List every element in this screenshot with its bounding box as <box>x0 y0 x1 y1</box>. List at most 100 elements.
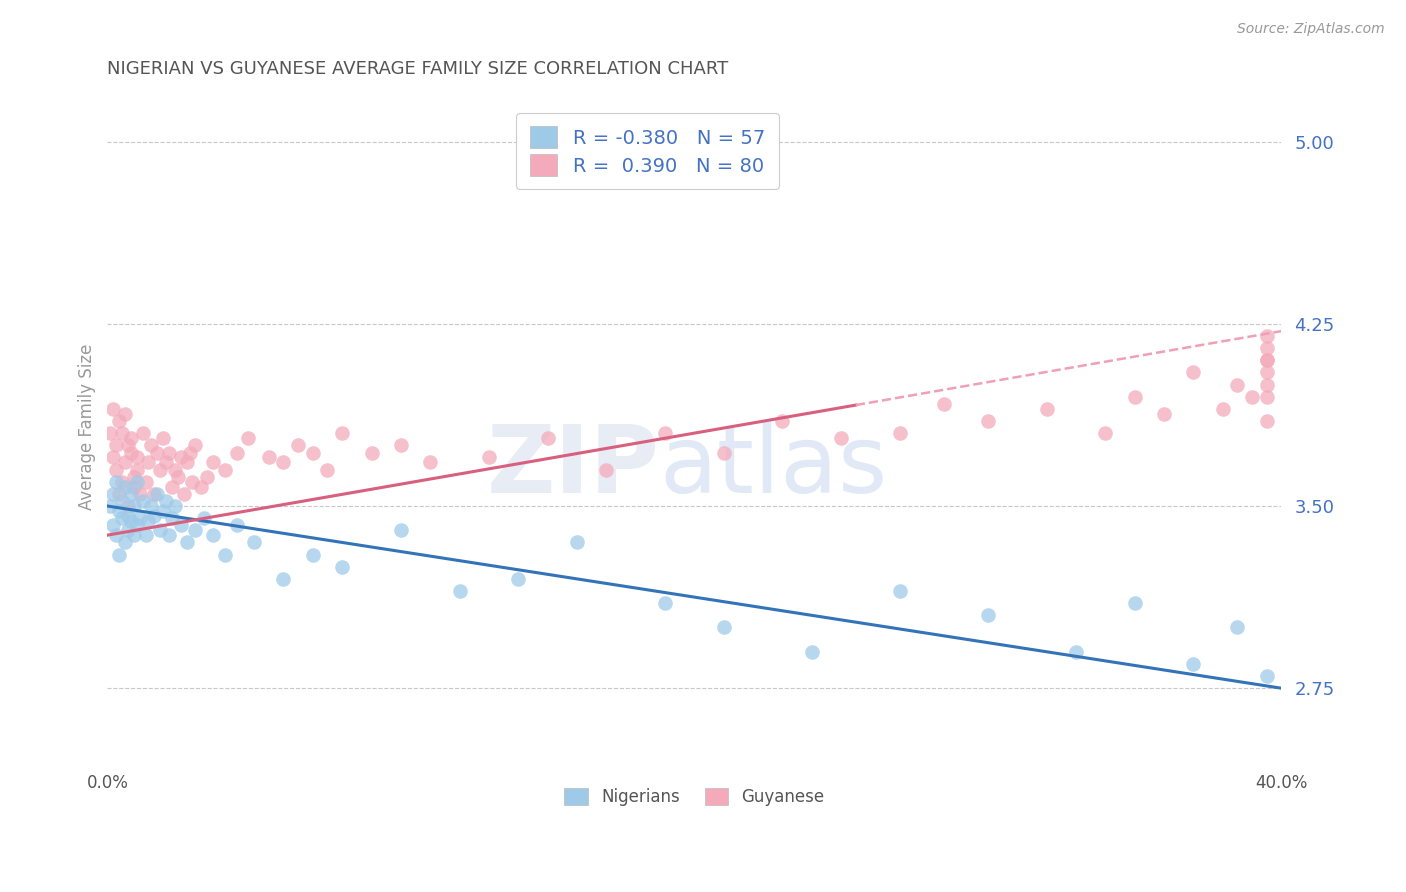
Point <box>122 528 145 542</box>
Point <box>108 487 131 501</box>
Point <box>120 487 142 501</box>
Point <box>125 475 148 489</box>
Point <box>141 438 163 452</box>
Text: ZIP: ZIP <box>486 421 659 513</box>
Point <box>889 584 911 599</box>
Point <box>111 511 134 525</box>
Point <box>125 518 148 533</box>
Point <box>143 487 166 501</box>
Point <box>1256 414 1278 428</box>
Point <box>176 535 198 549</box>
Point <box>1226 377 1249 392</box>
Point <box>122 499 145 513</box>
Text: atlas: atlas <box>659 421 887 513</box>
Legend: Nigerians, Guyanese: Nigerians, Guyanese <box>558 781 831 813</box>
Point <box>98 499 121 513</box>
Point <box>214 462 236 476</box>
Point <box>1256 353 1278 368</box>
Point <box>152 431 174 445</box>
Point <box>478 450 501 465</box>
Point <box>508 572 530 586</box>
Point <box>225 518 247 533</box>
Point <box>238 431 260 445</box>
Point <box>111 494 134 508</box>
Point <box>105 475 128 489</box>
Point <box>108 414 131 428</box>
Point <box>1182 657 1205 671</box>
Point <box>111 426 134 441</box>
Point <box>117 508 139 523</box>
Point <box>932 397 955 411</box>
Point <box>108 548 131 562</box>
Point <box>98 426 121 441</box>
Point <box>125 462 148 476</box>
Point <box>103 450 125 465</box>
Point <box>713 445 735 459</box>
Point <box>1123 390 1146 404</box>
Point <box>330 559 353 574</box>
Point <box>117 499 139 513</box>
Point <box>155 494 177 508</box>
Text: Source: ZipAtlas.com: Source: ZipAtlas.com <box>1237 22 1385 37</box>
Y-axis label: Average Family Size: Average Family Size <box>79 344 96 510</box>
Point <box>179 445 201 459</box>
Point <box>565 535 588 549</box>
Point <box>114 535 136 549</box>
Point <box>977 414 1000 428</box>
Point <box>103 518 125 533</box>
Point <box>146 487 169 501</box>
Point <box>128 511 150 525</box>
Point <box>360 445 382 459</box>
Point <box>1094 426 1116 441</box>
Point <box>1256 365 1278 379</box>
Point <box>243 535 266 549</box>
Point <box>214 548 236 562</box>
Point <box>1256 353 1278 368</box>
Point <box>146 445 169 459</box>
Point <box>163 499 186 513</box>
Point <box>120 431 142 445</box>
Point <box>105 528 128 542</box>
Point <box>202 528 225 542</box>
Point <box>273 572 295 586</box>
Point <box>1123 596 1146 610</box>
Point <box>155 455 177 469</box>
Point <box>138 514 160 528</box>
Point <box>152 504 174 518</box>
Point <box>170 450 193 465</box>
Point <box>128 487 150 501</box>
Point <box>105 462 128 476</box>
Point <box>190 479 212 493</box>
Point <box>184 524 207 538</box>
Point <box>419 455 441 469</box>
Point <box>1256 329 1278 343</box>
Point <box>889 426 911 441</box>
Point <box>654 596 676 610</box>
Point <box>122 479 145 493</box>
Point <box>131 494 153 508</box>
Point <box>157 528 180 542</box>
Point <box>103 401 125 416</box>
Point <box>1226 620 1249 634</box>
Point <box>225 445 247 459</box>
Point <box>160 511 183 525</box>
Point <box>1182 365 1205 379</box>
Point <box>1212 401 1234 416</box>
Point <box>135 475 157 489</box>
Point <box>141 499 163 513</box>
Point <box>316 462 339 476</box>
Point <box>163 462 186 476</box>
Point <box>595 462 617 476</box>
Point <box>1256 377 1278 392</box>
Point <box>160 479 183 493</box>
Point <box>800 645 823 659</box>
Point <box>330 426 353 441</box>
Point <box>181 475 204 489</box>
Point <box>257 450 280 465</box>
Point <box>287 438 309 452</box>
Point <box>977 608 1000 623</box>
Point <box>135 528 157 542</box>
Point <box>770 414 793 428</box>
Point <box>1256 669 1278 683</box>
Point <box>184 438 207 452</box>
